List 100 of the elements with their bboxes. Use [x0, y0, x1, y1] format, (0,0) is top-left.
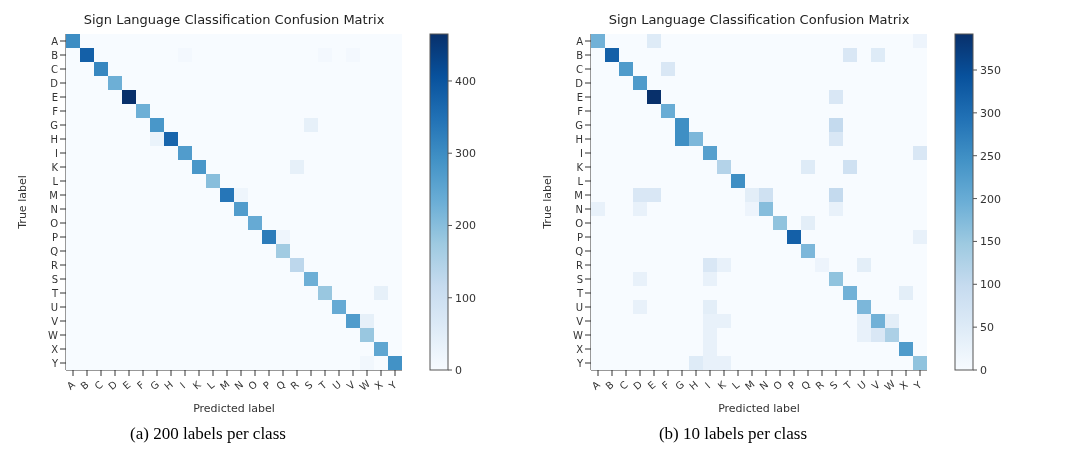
y-tick-label: F	[52, 105, 59, 117]
color-bar-label: 250	[980, 149, 1001, 163]
x-tick-label: U	[330, 378, 344, 392]
y-tick-label: C	[51, 63, 59, 75]
x-tick-label: K	[715, 378, 729, 392]
x-tick-label: B	[78, 378, 92, 392]
y-tick-label: P	[51, 231, 58, 243]
x-tick-label: F	[135, 379, 147, 392]
x-tick-label: D	[631, 378, 645, 393]
y-tick-label: Q	[50, 245, 59, 257]
color-bar-label: 100	[455, 291, 476, 305]
x-tick-label: E	[645, 379, 658, 392]
y-tick-label: X	[51, 343, 59, 355]
x-tick-label: O	[771, 378, 785, 393]
y-tick-label: E	[51, 91, 58, 103]
y-tick-label: H	[575, 133, 583, 145]
y-tick-label: S	[576, 273, 583, 285]
x-tick-label: R	[813, 378, 826, 392]
y-tick-label: M	[574, 189, 583, 201]
x-tick-label: O	[246, 378, 260, 393]
x-tick-label: Y	[911, 378, 925, 393]
x-tick-label: H	[687, 378, 701, 392]
x-tick-label: I	[703, 380, 713, 391]
y-tick-label: V	[576, 315, 584, 327]
y-tick-label: O	[50, 217, 59, 229]
x-tick-label: K	[190, 378, 204, 392]
y-tick-label: W	[48, 329, 59, 341]
x-tick-label: V	[869, 378, 883, 392]
text: (b) 10 labels per class	[657, 424, 809, 444]
x-tick-label: N	[757, 378, 771, 392]
y-tick-label: Y	[575, 357, 584, 369]
y-tick-label: R	[51, 259, 59, 271]
y-tick-label: Q	[575, 245, 584, 257]
y-tick-label: P	[576, 231, 583, 243]
x-tick-label: X	[897, 378, 911, 392]
y-tick-label: W	[573, 329, 584, 341]
y-axis-title: True label	[540, 175, 554, 230]
x-tick-label: S	[827, 379, 840, 392]
x-axis-title: Predicted label	[193, 402, 275, 415]
y-tick-label: N	[50, 203, 58, 215]
y-tick-label: T	[50, 287, 59, 299]
y-tick-label: R	[576, 259, 584, 271]
color-bar-label: 400	[455, 74, 476, 88]
y-axis-title: True label	[15, 175, 29, 230]
x-tick-label: D	[106, 378, 120, 393]
x-tick-label: M	[742, 378, 757, 393]
x-tick-label: U	[855, 378, 869, 392]
x-tick-label: M	[217, 378, 232, 393]
x-tick-label: F	[660, 379, 672, 392]
y-tick-label: K	[576, 161, 584, 173]
y-tick-label: F	[577, 105, 584, 117]
color-bar-label: 300	[980, 106, 1001, 120]
y-tick-label: O	[575, 217, 584, 229]
y-tick-label: V	[51, 315, 59, 327]
y-tick-label: X	[576, 343, 584, 355]
y-tick-label: M	[49, 189, 58, 201]
y-tick-label: I	[580, 147, 583, 159]
color-bar-label: 200	[980, 192, 1001, 206]
x-tick-label: G	[148, 378, 162, 393]
y-tick-label: U	[575, 301, 583, 313]
x-tick-label: B	[603, 378, 617, 392]
y-tick-label: T	[575, 287, 584, 299]
x-tick-label: E	[120, 379, 133, 392]
x-tick-label: L	[205, 379, 217, 392]
y-tick-label: I	[55, 147, 58, 159]
y-tick-label: G	[50, 119, 58, 131]
y-tick-label: K	[51, 161, 59, 173]
x-tick-label: W	[357, 377, 373, 393]
y-tick-label: Y	[50, 357, 59, 369]
y-tick-label: A	[576, 35, 584, 47]
y-tick-label: L	[52, 175, 59, 187]
color-bar-label: 0	[455, 364, 462, 377]
color-bar-label: 150	[980, 235, 1001, 249]
y-tick-label: B	[576, 49, 584, 61]
x-tick-label: P	[785, 379, 798, 392]
x-tick-label: A	[589, 378, 603, 392]
x-tick-label: I	[178, 380, 188, 391]
x-tick-label: H	[162, 378, 176, 392]
x-tick-label: S	[302, 379, 315, 392]
y-tick-label: D	[50, 77, 59, 89]
chart-title: Sign Language Classification Confusion Matrix	[607, 12, 911, 27]
y-tick-label: S	[51, 273, 58, 285]
x-tick-label: A	[64, 378, 78, 392]
x-tick-label: R	[288, 378, 301, 392]
y-tick-label: D	[575, 77, 584, 89]
color-bar-label: 100	[980, 278, 1001, 292]
x-axis-title: Predicted label	[718, 402, 800, 415]
chart-title: Sign Language Classification Confusion Matrix	[82, 12, 386, 27]
x-tick-label: T	[316, 378, 330, 393]
x-tick-label: Y	[386, 378, 400, 393]
x-tick-label: N	[232, 378, 246, 392]
x-tick-label: C	[617, 378, 630, 392]
color-bar-label: 0	[980, 364, 987, 377]
color-bar-label: 50	[980, 321, 994, 335]
y-tick-label: E	[576, 91, 583, 103]
x-tick-label: P	[260, 379, 273, 392]
y-tick-label: U	[50, 301, 58, 313]
y-tick-label: B	[51, 49, 59, 61]
y-tick-label: H	[50, 133, 58, 145]
x-tick-label: Q	[799, 378, 813, 393]
